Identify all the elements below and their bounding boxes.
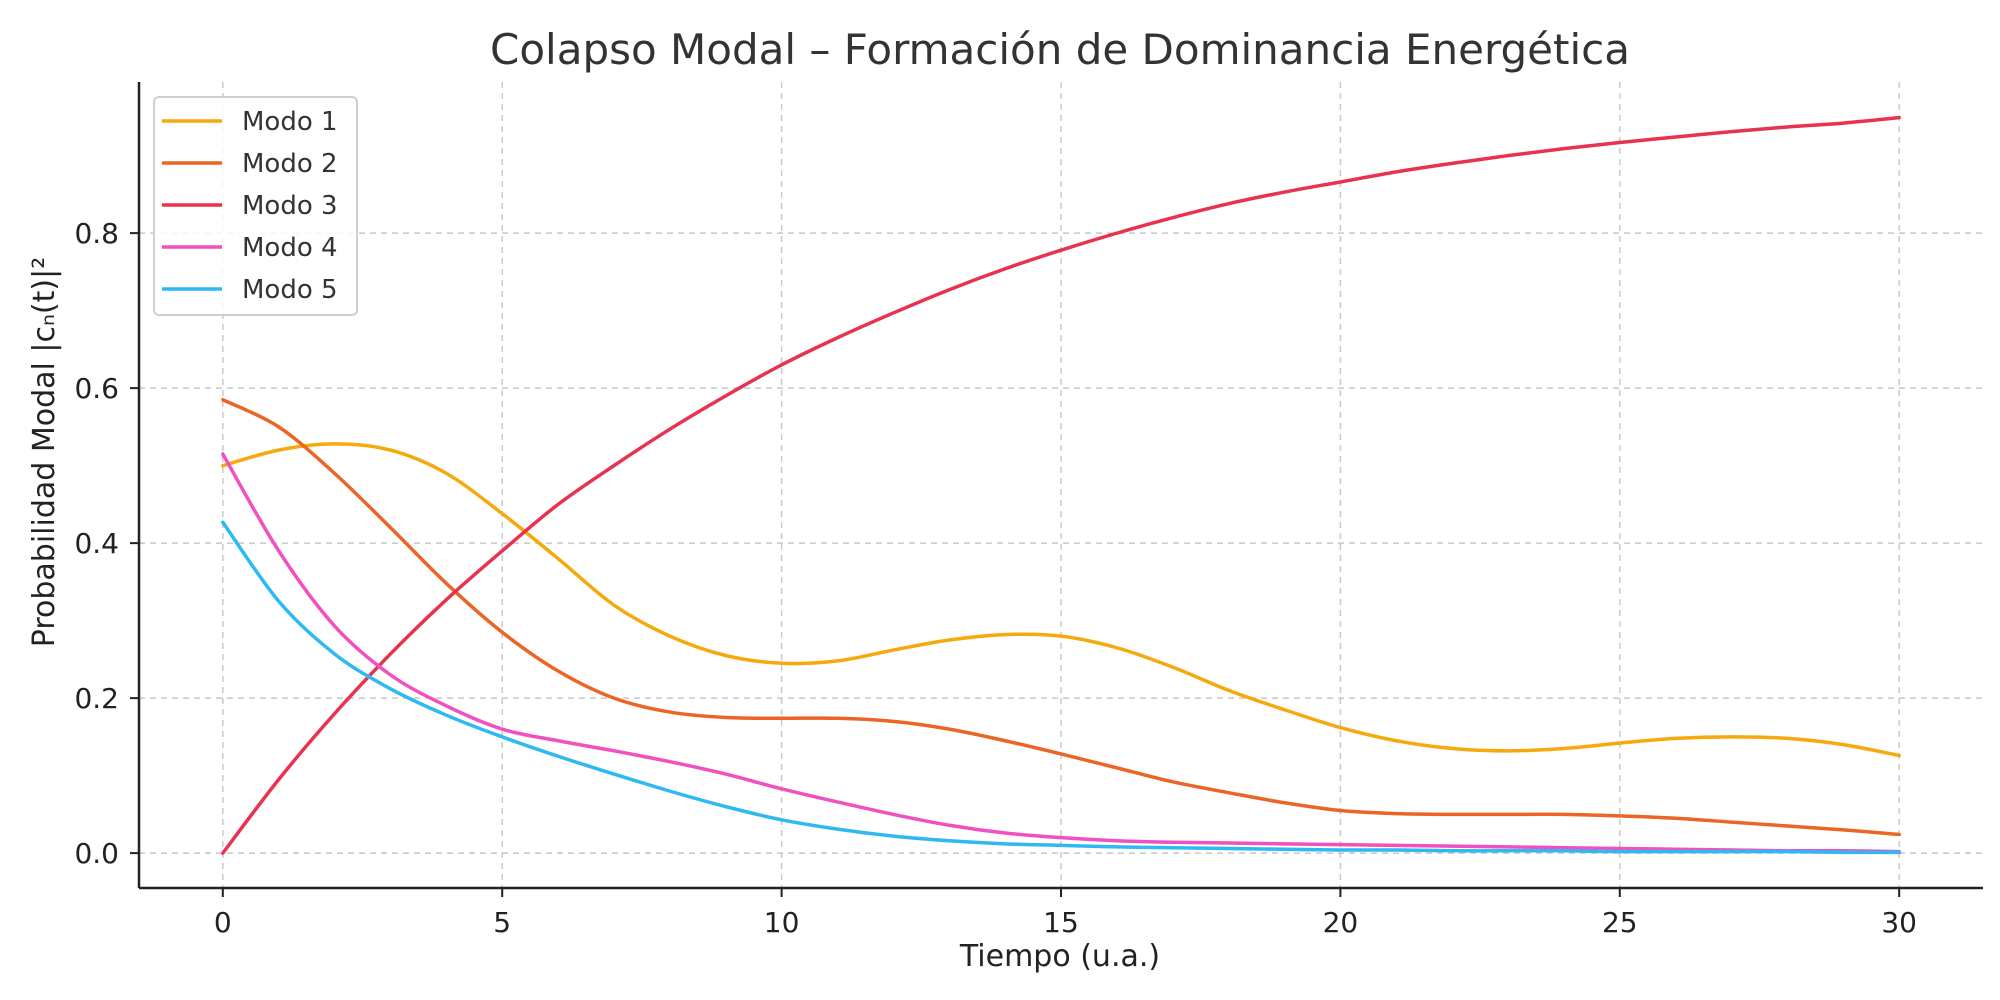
y-tick-label: 0.4 (74, 527, 119, 560)
legend: Modo 1 Modo 2 Modo 3 Modo 4 Modo 5 (153, 96, 358, 316)
x-axis-ticks: 0 5 10 15 20 25 30 (214, 888, 1917, 939)
x-tick-label: 30 (1881, 906, 1917, 939)
x-tick-label: 5 (493, 906, 511, 939)
grid (139, 82, 1983, 888)
x-tick-label: 20 (1323, 906, 1359, 939)
legend-frame (153, 96, 358, 316)
series-line-modo-4 (221, 452, 1901, 854)
x-tick-label: 0 (214, 906, 232, 939)
series-line-modo-2 (221, 398, 1901, 837)
legend-label-modo-1: Modo 1 (242, 107, 338, 137)
y-tick-label: 0.0 (74, 837, 119, 870)
series-line-modo-1 (221, 442, 1901, 758)
x-tick-label: 10 (764, 906, 800, 939)
x-axis-label: Tiempo (u.a.) (959, 939, 1160, 974)
x-tick-label: 25 (1602, 906, 1638, 939)
legend-label-modo-5: Modo 5 (242, 275, 338, 305)
legend-label-modo-3: Modo 3 (242, 191, 338, 221)
chart-title: Colapso Modal – Formación de Dominancia … (490, 25, 1630, 74)
y-tick-label: 0.6 (74, 372, 119, 405)
series-line-modo-3 (221, 115, 1901, 855)
series-lines (221, 115, 1901, 855)
series-line-modo-5 (221, 520, 1901, 855)
y-axis-label: Probabilidad Modal |cₙ(t)|² (27, 257, 62, 647)
x-tick-label: 15 (1043, 906, 1079, 939)
legend-label-modo-2: Modo 2 (242, 149, 338, 179)
legend-label-modo-4: Modo 4 (242, 233, 338, 263)
y-axis-ticks: 0.0 0.2 0.4 0.6 0.8 (74, 217, 139, 870)
y-tick-label: 0.2 (74, 682, 119, 715)
y-tick-label: 0.8 (74, 217, 119, 250)
